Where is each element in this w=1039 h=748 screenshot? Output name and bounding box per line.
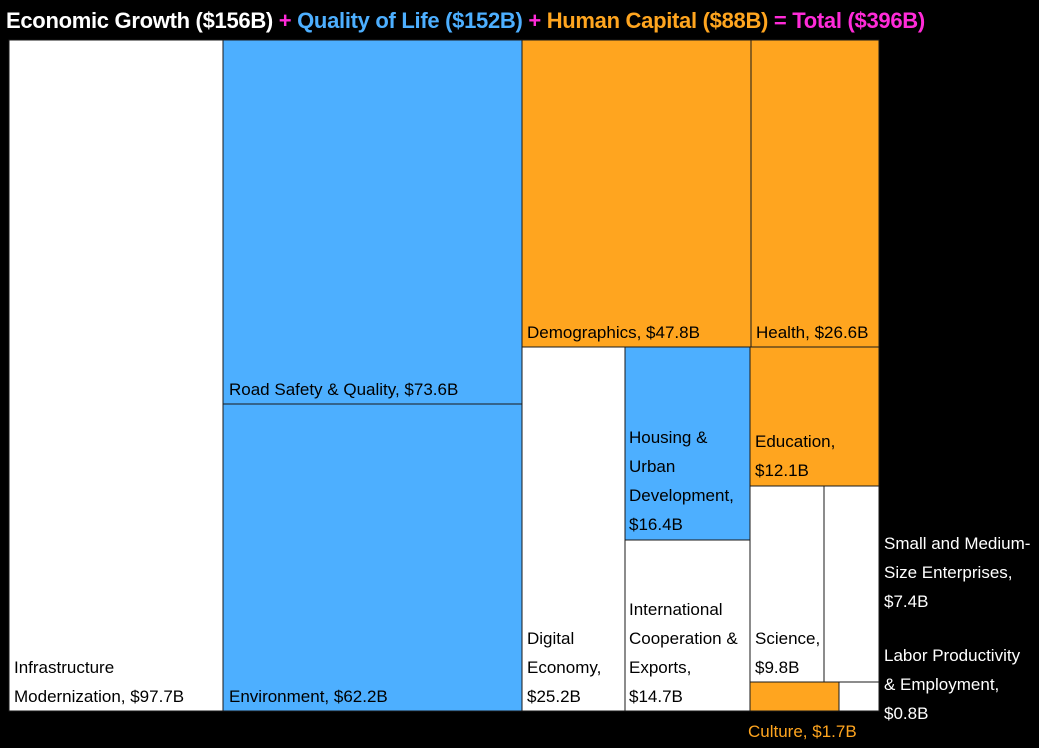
- title-total: Total ($396B): [792, 8, 925, 34]
- title-equals: =: [773, 8, 787, 34]
- tile-health: [750, 39, 880, 348]
- title-plus-1: +: [278, 8, 292, 34]
- tile-label-health: Health, $26.6B: [756, 323, 868, 342]
- tile-label-environment: Environment, $62.2B: [229, 687, 388, 706]
- tile-science: [749, 485, 825, 683]
- tile-label-education: Education, $12.1B: [755, 432, 835, 480]
- tile-label-international-cooperation-and-exports: International Cooperation & Exports, $14.7B: [629, 600, 738, 706]
- chart-title: Economic Growth ($156B) + Quality of Lif…: [6, 3, 925, 37]
- tile-label-culture: Culture, $1.7B: [748, 722, 857, 741]
- tile-label-science: Science, $9.8B: [755, 629, 820, 677]
- tile-label-road-safety-and-quality: Road Safety & Quality, $73.6B: [229, 380, 458, 399]
- tile-culture: [749, 681, 840, 712]
- tile-labor-productivity-and-employment: [838, 681, 880, 712]
- tile-label-small-and-medium-size-enterprises: Small and Medium-Size Enterprises, $7.4B: [884, 534, 1030, 611]
- tile-label-digital-economy: Digital Economy, $25.2B: [527, 629, 601, 706]
- tile-road-safety-and-quality: [222, 39, 523, 405]
- tile-label-labor-productivity-and-employment: Labor Productivity & Employment, $0.8B: [884, 646, 1021, 723]
- tile-demographics: [521, 39, 752, 348]
- tile-infrastructure-modernization: [8, 39, 224, 712]
- tile-label-housing-and-urban-development: Housing & Urban Development, $16.4B: [629, 428, 734, 534]
- title-plus-2: +: [528, 8, 541, 34]
- tile-education: [749, 346, 880, 487]
- tile-digital-economy: [521, 346, 626, 712]
- tile-environment: [222, 403, 523, 712]
- tile-international-cooperation-and-exports: [624, 539, 751, 712]
- title-economic-growth: Economic Growth ($156B): [6, 8, 273, 34]
- tile-label-infrastructure-modernization: Infrastructure Modernization, $97.7B: [14, 658, 184, 706]
- tile-label-demographics: Demographics, $47.8B: [527, 323, 700, 342]
- title-quality-of-life: Quality of Life ($152B): [297, 8, 523, 34]
- title-human-capital: Human Capital ($88B): [546, 8, 769, 34]
- tile-small-and-medium-size-enterprises: [823, 485, 880, 683]
